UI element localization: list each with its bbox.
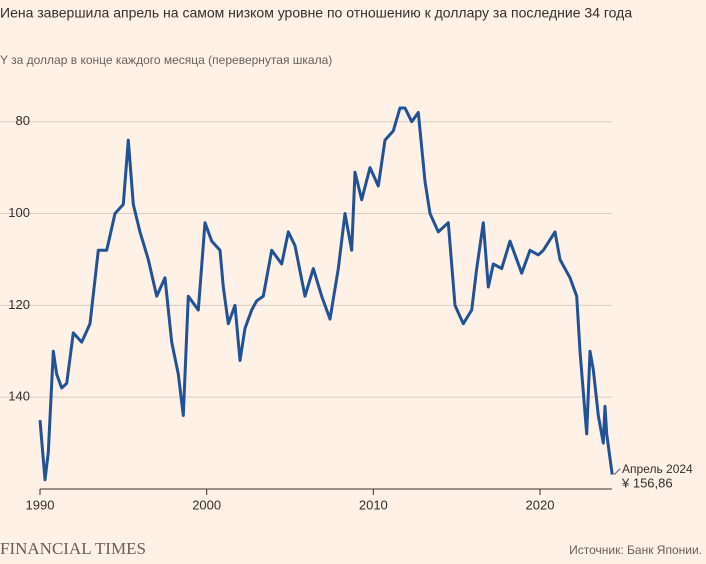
- x-tick-label: 1990: [26, 497, 55, 512]
- brand: FINANCIAL TIMES: [0, 539, 146, 558]
- annotation-label: Апрель 2024: [622, 462, 693, 476]
- annotation-leader: [613, 468, 621, 475]
- annotation-value: ¥ 156,86: [621, 475, 673, 490]
- y-tick-label: 80: [16, 113, 30, 128]
- x-tick-label: 2000: [192, 497, 221, 512]
- x-tick-label: 2010: [359, 497, 388, 512]
- line: [38, 106, 614, 482]
- y-tick-label: 120: [8, 297, 30, 312]
- subtitle: Y за доллар в конце каждого месяца (пере…: [0, 53, 332, 67]
- chart-title: Иена завершила апрель на самом низком ур…: [0, 5, 632, 21]
- y-tick-label: 100: [8, 205, 30, 220]
- x-tick-label: 2020: [526, 497, 555, 512]
- y-tick-label: 140: [8, 389, 30, 404]
- source: Источник: Банк Японии.: [569, 543, 702, 557]
